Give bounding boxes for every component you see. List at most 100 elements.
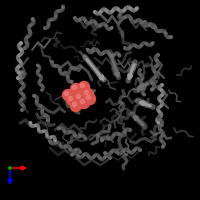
Circle shape: [142, 84, 145, 87]
Circle shape: [54, 137, 56, 139]
Circle shape: [64, 131, 66, 134]
Circle shape: [124, 47, 126, 49]
Circle shape: [130, 151, 132, 154]
Circle shape: [117, 132, 119, 135]
Circle shape: [41, 130, 43, 133]
Circle shape: [29, 32, 32, 35]
Circle shape: [158, 30, 161, 33]
Circle shape: [152, 26, 154, 28]
Circle shape: [106, 137, 109, 140]
Circle shape: [158, 115, 160, 118]
Circle shape: [142, 88, 145, 91]
Circle shape: [120, 16, 122, 18]
Circle shape: [158, 96, 160, 99]
Circle shape: [154, 27, 157, 30]
Circle shape: [86, 95, 91, 100]
Circle shape: [63, 129, 65, 132]
Circle shape: [140, 44, 142, 47]
Circle shape: [47, 25, 49, 28]
Circle shape: [112, 134, 115, 137]
Circle shape: [105, 50, 107, 53]
Circle shape: [154, 25, 156, 28]
Circle shape: [156, 120, 159, 123]
Circle shape: [84, 90, 89, 95]
Circle shape: [154, 66, 157, 68]
Circle shape: [81, 134, 84, 137]
Circle shape: [141, 91, 144, 93]
Circle shape: [162, 92, 165, 95]
Circle shape: [38, 67, 41, 69]
Circle shape: [160, 105, 162, 107]
Circle shape: [160, 139, 162, 141]
Circle shape: [124, 7, 127, 10]
Circle shape: [52, 142, 55, 145]
Circle shape: [51, 142, 53, 145]
Circle shape: [36, 124, 38, 126]
Circle shape: [61, 9, 64, 11]
Circle shape: [77, 148, 79, 151]
Circle shape: [37, 104, 40, 106]
Circle shape: [59, 144, 62, 147]
Circle shape: [158, 106, 160, 109]
Circle shape: [41, 110, 44, 113]
Circle shape: [53, 64, 56, 67]
Circle shape: [162, 91, 164, 93]
Circle shape: [81, 17, 84, 20]
Circle shape: [76, 135, 79, 138]
Circle shape: [117, 53, 120, 55]
Circle shape: [40, 77, 43, 79]
Circle shape: [103, 22, 105, 25]
Circle shape: [19, 79, 21, 82]
Circle shape: [129, 16, 132, 19]
Circle shape: [152, 68, 155, 71]
Circle shape: [21, 51, 24, 54]
Circle shape: [60, 9, 62, 12]
Circle shape: [99, 53, 101, 55]
Circle shape: [106, 154, 109, 157]
Circle shape: [32, 21, 35, 24]
Circle shape: [102, 52, 104, 55]
Circle shape: [75, 135, 77, 138]
Circle shape: [124, 129, 127, 132]
Circle shape: [138, 46, 141, 48]
Circle shape: [36, 71, 39, 73]
Circle shape: [163, 143, 165, 145]
Circle shape: [143, 85, 146, 88]
Circle shape: [63, 90, 74, 101]
Circle shape: [125, 148, 128, 151]
Circle shape: [103, 136, 106, 139]
Circle shape: [170, 36, 172, 38]
Circle shape: [132, 21, 135, 23]
Circle shape: [147, 44, 150, 46]
Circle shape: [16, 69, 18, 72]
Circle shape: [139, 69, 141, 71]
Circle shape: [164, 32, 167, 35]
Circle shape: [96, 154, 99, 156]
Circle shape: [144, 42, 146, 44]
Circle shape: [165, 34, 168, 37]
Circle shape: [126, 149, 129, 152]
Circle shape: [40, 84, 42, 86]
Circle shape: [132, 44, 135, 46]
Circle shape: [161, 102, 164, 105]
Circle shape: [46, 134, 48, 137]
Circle shape: [70, 84, 82, 95]
Circle shape: [120, 133, 123, 136]
Circle shape: [34, 124, 36, 127]
Circle shape: [22, 83, 25, 86]
Circle shape: [33, 94, 35, 97]
Circle shape: [20, 99, 22, 101]
Circle shape: [41, 112, 44, 114]
Circle shape: [95, 154, 97, 156]
Circle shape: [99, 24, 102, 27]
Circle shape: [92, 49, 95, 52]
Circle shape: [44, 130, 47, 132]
Circle shape: [89, 51, 92, 54]
Circle shape: [19, 74, 22, 77]
Circle shape: [67, 131, 69, 134]
Circle shape: [82, 154, 85, 156]
Circle shape: [133, 149, 135, 152]
Circle shape: [42, 87, 44, 90]
Circle shape: [32, 125, 34, 127]
Circle shape: [158, 110, 160, 113]
